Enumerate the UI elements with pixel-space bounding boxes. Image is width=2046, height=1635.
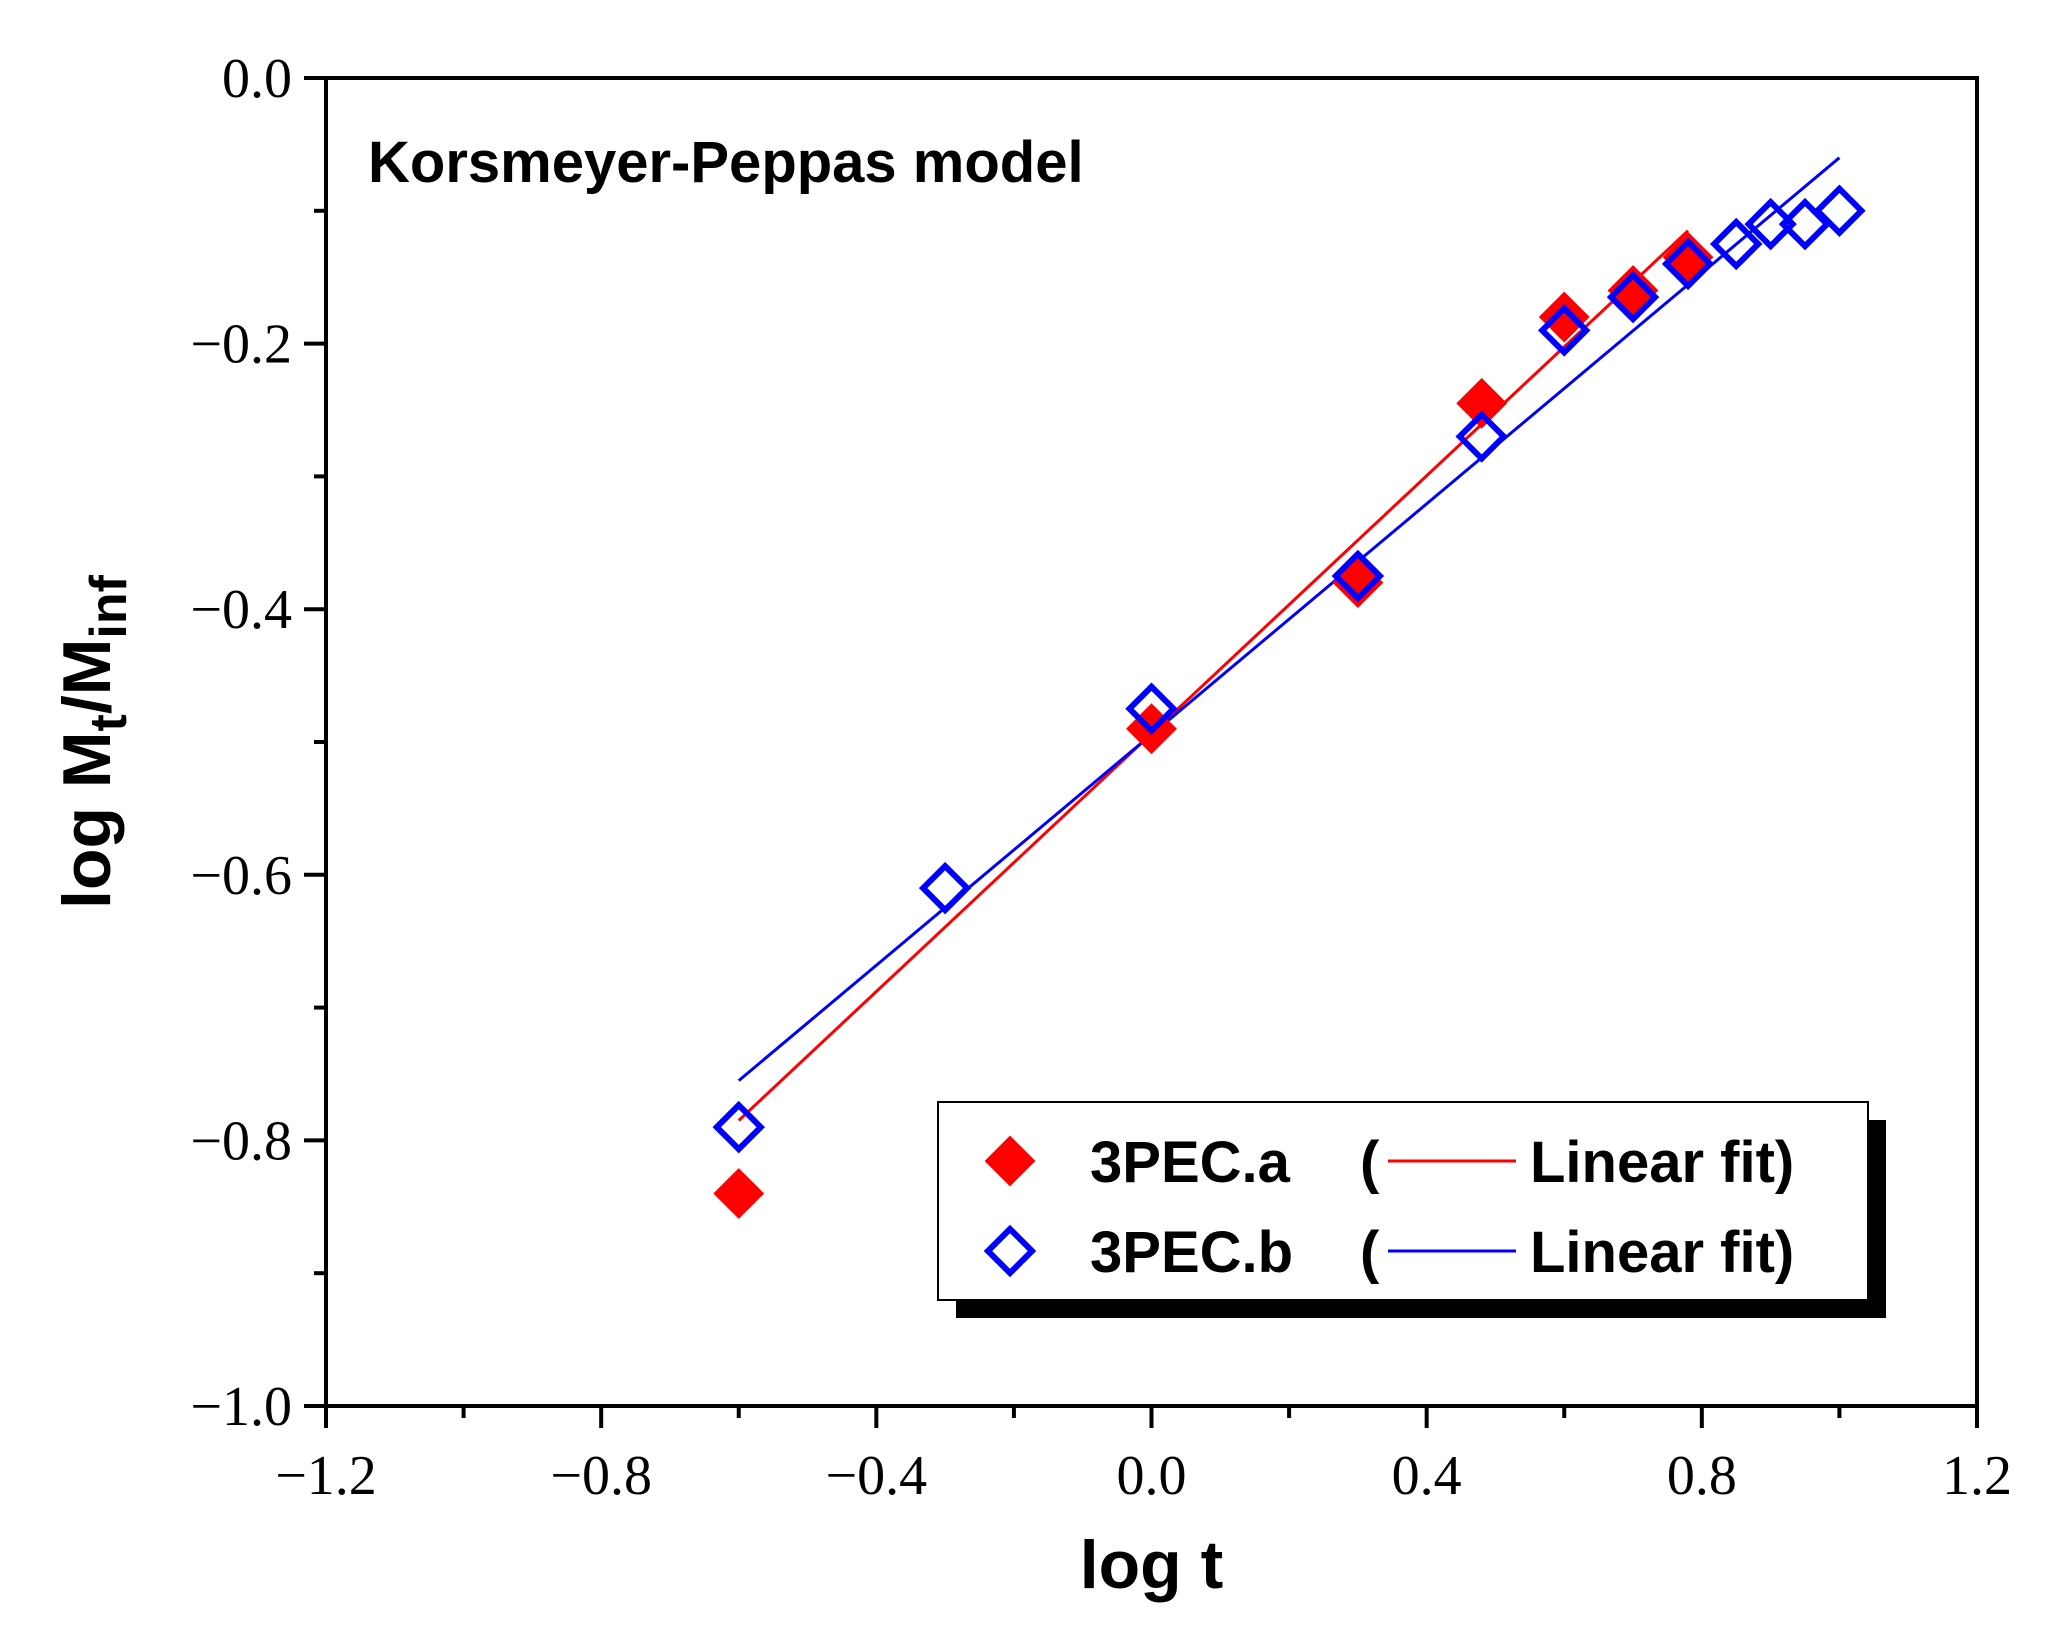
legend-fit-label: Linear fit) (1530, 1220, 1794, 1285)
data-point-3pec-b (918, 861, 972, 915)
y-axis-title-sub1: t (80, 714, 138, 731)
axis-ticks (304, 76, 1979, 1428)
y-axis-title-sub2: inf (80, 574, 138, 638)
legend-fit-label: Linear fit) (1530, 1130, 1794, 1195)
x-tick-label: 1.2 (1942, 1445, 2012, 1507)
data-point-3pec-a (1456, 377, 1508, 429)
data-point-3pec-b (1538, 304, 1591, 357)
data-point-3pec-a (1332, 557, 1384, 609)
x-tick-label: −0.4 (826, 1445, 928, 1507)
x-tick-label: 0.0 (1117, 1445, 1187, 1507)
y-tick-label: −1.0 (190, 1376, 292, 1438)
legend-marker (984, 1135, 1036, 1187)
data-point-3pec-a (1607, 265, 1659, 316)
y-tick-label: −0.2 (190, 314, 292, 376)
y-tick-label: −0.6 (190, 845, 292, 907)
data-point-3pec-b (1744, 197, 1797, 251)
data-point-3pec-b (1331, 549, 1385, 603)
data-point-3pec-b (1709, 217, 1763, 271)
data-point-3pec-b (712, 1100, 765, 1154)
data-point-3pec-b (1455, 410, 1508, 463)
fit-line-3pec-a (737, 229, 1690, 1122)
model-annotation: Korsmeyer-Peppas model (368, 130, 1084, 195)
tick-labels: −1.2 −0.8 −0.4 0.0 0.4 0.8 1.2 0.0 −0.2 −0.4 −0.6 −… (190, 48, 2012, 1507)
fit-lines (737, 156, 1841, 1122)
legend-marker (983, 1224, 1037, 1278)
x-tick-label: 0.4 (1392, 1445, 1462, 1507)
x-axis-title: log t (1080, 1527, 1224, 1603)
y-axis-title: log Mt/Minf (49, 574, 138, 909)
x-tick-label: −0.8 (550, 1445, 652, 1507)
legend-open-paren: ( (1360, 1220, 1380, 1285)
y-axis-title-mid: /M (49, 639, 125, 715)
fit-line-3pec-b (737, 156, 1841, 1082)
legend-series-label: 3PEC.b (1090, 1220, 1293, 1285)
y-axis-title-prefix: log M (49, 731, 125, 909)
data-point-3pec-a (713, 1168, 765, 1219)
data-point-3pec-b (1813, 184, 1866, 238)
data-point-3pec-a (1538, 291, 1590, 343)
legend-series-label: 3PEC.a (1090, 1130, 1291, 1195)
y-tick-label: 0.0 (222, 48, 292, 110)
legend-open-paren: ( (1360, 1130, 1380, 1195)
legend: 3PEC.a ( Linear fit) 3PEC.b ( Linear fit) (937, 1101, 1886, 1318)
x-tick-label: 0.8 (1667, 1445, 1737, 1507)
y-tick-label: −0.4 (190, 579, 292, 641)
data-point-3pec-b (1661, 237, 1715, 291)
data-point-3pec-a (1662, 231, 1714, 283)
y-tick-label: −0.8 (190, 1110, 292, 1172)
x-tick-label: −1.2 (275, 1445, 377, 1507)
legend-box (937, 1101, 1869, 1301)
data-markers (712, 184, 1866, 1219)
data-point-3pec-b (1606, 270, 1660, 324)
data-point-3pec-b (1125, 682, 1178, 736)
